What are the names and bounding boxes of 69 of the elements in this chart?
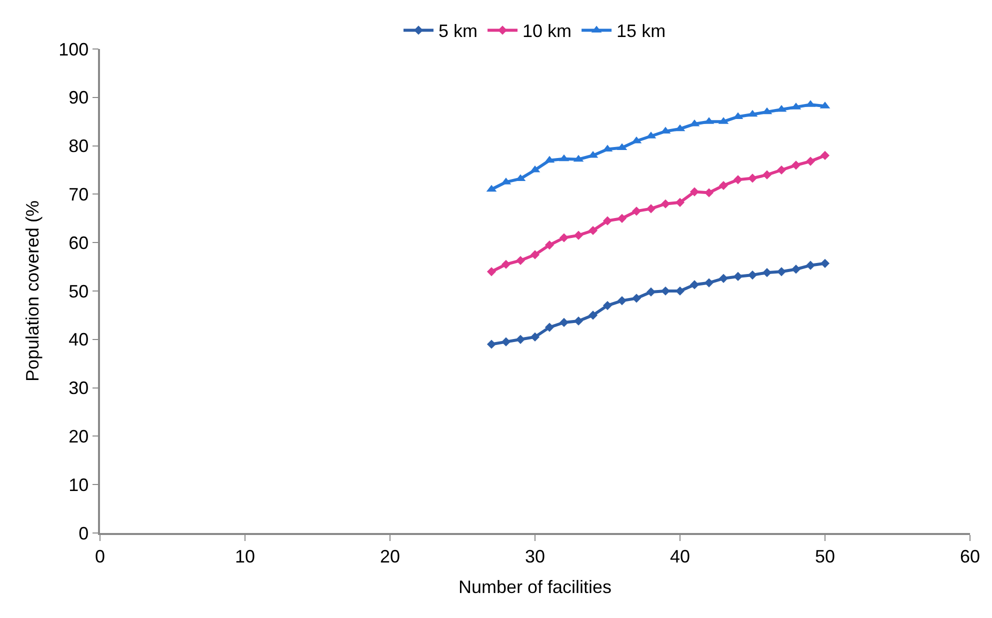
point <box>820 150 830 160</box>
y-tick-label: 60 <box>68 232 89 253</box>
point <box>820 258 830 268</box>
point <box>704 278 714 288</box>
point <box>530 332 540 342</box>
y-tick-label: 20 <box>68 426 89 446</box>
y-tick-label: 70 <box>68 184 89 204</box>
point <box>718 180 728 190</box>
y-tick-label: 50 <box>68 281 89 302</box>
point <box>806 156 816 166</box>
point <box>776 267 786 276</box>
point <box>704 188 714 198</box>
x-tick-label: 40 <box>670 546 690 566</box>
y-tick-label: 90 <box>68 88 89 108</box>
point <box>806 260 816 270</box>
point <box>690 187 700 196</box>
point <box>602 300 612 310</box>
point <box>602 216 612 226</box>
point <box>486 267 496 276</box>
y-tick-label: 40 <box>68 330 89 350</box>
point <box>690 280 700 290</box>
point <box>617 214 627 223</box>
point <box>501 260 511 269</box>
point <box>632 294 642 303</box>
point <box>733 272 743 282</box>
y-tick-label: 80 <box>68 136 89 156</box>
point <box>791 264 801 274</box>
legend-label: 5 km <box>438 21 478 42</box>
point <box>646 204 656 214</box>
point <box>559 318 569 328</box>
x-tick-label: 30 <box>524 546 546 566</box>
point <box>486 340 496 349</box>
x-tick-label: 50 <box>814 546 836 566</box>
point <box>501 337 511 346</box>
point <box>632 206 642 216</box>
point <box>776 165 786 175</box>
point <box>748 270 758 280</box>
x-axis-title: Number of facilities <box>458 576 612 597</box>
y-axis-title: Population covered (% <box>22 200 42 382</box>
point <box>516 256 526 266</box>
point <box>675 198 685 207</box>
point <box>617 296 627 306</box>
point <box>530 250 540 260</box>
point <box>748 174 758 183</box>
point <box>660 199 670 208</box>
legend-label: 10 km <box>522 21 572 42</box>
point <box>588 310 598 320</box>
point <box>762 268 772 278</box>
point <box>574 230 584 240</box>
x-tick-label: 10 <box>234 546 256 566</box>
x-tick-label: 0 <box>94 546 106 566</box>
point <box>559 233 569 242</box>
y-tick-label: 0 <box>78 523 89 544</box>
point <box>544 240 554 250</box>
point <box>646 287 656 297</box>
x-tick-label: 20 <box>380 546 400 566</box>
y-tick-label: 100 <box>58 39 89 60</box>
y-tick-label: 30 <box>68 378 89 398</box>
point <box>733 175 743 184</box>
point <box>762 170 772 180</box>
y-tick-label: 10 <box>68 474 89 495</box>
point <box>516 334 526 344</box>
legend-label: 15 km <box>616 21 666 42</box>
point <box>574 316 584 326</box>
point <box>791 160 801 170</box>
x-tick-label: 60 <box>960 546 980 566</box>
point <box>588 226 598 236</box>
point <box>544 322 554 332</box>
point <box>718 274 728 283</box>
